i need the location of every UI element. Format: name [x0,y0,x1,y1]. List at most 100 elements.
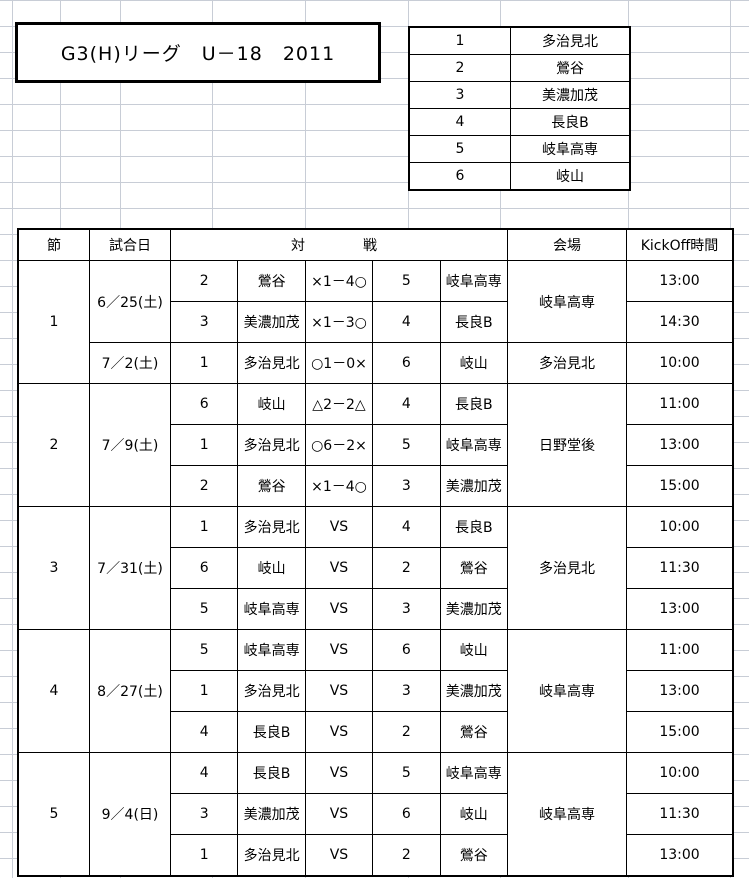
away-team-number: 3 [372,465,441,507]
away-team-number: 2 [372,834,441,877]
roster-number: 6 [408,162,511,191]
home-team-number: 1 [169,834,239,877]
roster-number: 2 [408,54,511,82]
match-score: VS [304,711,374,753]
match-score: ○1－0× [304,342,374,384]
home-team-name: 多治見北 [237,342,306,384]
schedule-header-row: 節 試合日 対 戦 会場 KickOff時間 [17,228,734,261]
match-score: VS [304,547,374,589]
kickoff-time: 13:00 [626,260,734,302]
roster-team-name: 長良B [510,108,631,136]
roster-team-name: 多治見北 [510,26,631,55]
away-team-number: 6 [372,793,441,835]
match-score: ×1－4○ [304,465,374,507]
venue-name: 多治見北 [507,506,627,630]
venue-name: 岐阜高専 [507,629,627,753]
home-team-number: 6 [169,383,239,425]
home-team-number: 4 [169,711,239,753]
team-roster-body: 1 多治見北 2 鶯谷 3 美濃加茂 4 長良B 5 岐阜高専 6 岐山 [408,26,631,191]
home-team-number: 3 [169,301,239,343]
schedule-row: 6 岐山 VS 2 鶯谷 11:30 [18,547,734,589]
home-team-number: 6 [169,547,239,589]
roster-row: 1 多治見北 [408,26,631,55]
home-team-number: 2 [169,260,239,302]
schedule-row: 4 長良B VS 2 鶯谷 15:00 [18,711,734,753]
match-score: VS [304,506,374,548]
away-team-number: 3 [372,588,441,630]
roster-row: 6 岐山 [408,162,631,191]
away-team-name: 長良B [439,301,509,343]
match-date: 7／31(土) [89,506,171,630]
kickoff-time: 15:00 [626,465,734,507]
kickoff-time: 11:30 [626,547,734,589]
kickoff-time: 13:00 [626,834,734,877]
kickoff-time: 11:00 [626,629,734,671]
home-team-number: 2 [169,465,239,507]
section-number: 4 [17,629,90,753]
schedule-row: 7／2(土) 1 多治見北 ○1－0× 6 岐山 多治見北 10:00 [18,342,734,384]
roster-number: 5 [408,135,511,163]
schedule-row: 3 美濃加茂 ×1－3○ 4 長良B 14:30 [18,301,734,343]
roster-row: 2 鶯谷 [408,54,631,82]
kickoff-time: 15:00 [626,711,734,753]
schedule-row: 3 7／31(土) 1 多治見北 VS 4 長良B 多治見北 10:00 [17,506,734,630]
match-score: VS [304,793,374,835]
section-number: 1 [17,260,90,384]
home-team-name: 多治見北 [237,506,306,548]
roster-team-name: 鶯谷 [510,54,631,82]
away-team-name: 岐阜高専 [439,260,509,302]
section-number: 2 [17,383,90,507]
grid-row-line-8 [0,208,749,209]
match-score: ×1－3○ [304,301,374,343]
header-matchup: 対 戦 [170,228,508,261]
schedule-row: 5 9／4(日) 4 長良B VS 5 岐阜高専 岐阜高専 10:00 [17,752,734,877]
away-team-name: 岐山 [439,629,509,671]
kickoff-time: 13:00 [626,424,734,466]
roster-number: 1 [408,26,511,55]
roster-team-name: 岐山 [510,162,631,191]
home-team-number: 1 [169,670,239,712]
away-team-name: 岐阜高専 [439,752,509,794]
schedule-row: 1 多治見北 VS 2 鶯谷 13:00 [18,834,734,877]
home-team-number: 4 [169,752,239,794]
away-team-name: 岐阜高専 [439,424,509,466]
away-team-name: 岐山 [439,793,509,835]
schedule-row: 3 美濃加茂 VS 6 岐山 11:30 [18,793,734,835]
home-team-number: 5 [169,629,239,671]
match-date: 7／9(土) [89,383,171,507]
home-team-number: 1 [169,506,239,548]
schedule-row: 2 鶯谷 ×1－4○ 3 美濃加茂 15:00 [18,465,734,507]
kickoff-time: 13:00 [626,588,734,630]
schedule-header: 節 試合日 対 戦 会場 KickOff時間 [17,228,734,261]
roster-row: 3 美濃加茂 [408,81,631,109]
home-team-number: 5 [169,588,239,630]
home-team-name: 岐阜高専 [237,629,306,671]
grid-column-line-0 [12,0,13,878]
schedule-row: 5 岐阜高専 VS 3 美濃加茂 13:00 [18,588,734,630]
match-date: 6／25(土) [89,260,171,343]
roster-number: 3 [408,81,511,109]
home-team-name: 岐山 [237,547,306,589]
match-score: VS [304,588,374,630]
kickoff-time: 11:30 [626,793,734,835]
match-score: ○6－2× [304,424,374,466]
venue-name: 日野堂後 [507,383,627,507]
away-team-number: 6 [372,342,441,384]
match-score: VS [304,629,374,671]
roster-number: 4 [408,108,511,136]
match-score: VS [304,670,374,712]
away-team-name: 長良B [439,506,509,548]
home-team-name: 岐阜高専 [237,588,306,630]
home-team-name: 多治見北 [237,670,306,712]
home-team-number: 3 [169,793,239,835]
home-team-name: 美濃加茂 [237,301,306,343]
grid-row-line-4 [0,104,749,105]
away-team-number: 2 [372,547,441,589]
match-score: △2－2△ [304,383,374,425]
schedule-row: 2 7／9(土) 6 岐山 △2－2△ 4 長良B 日野堂後 11:00 [17,383,734,507]
away-team-name: 岐山 [439,342,509,384]
section-number: 3 [17,506,90,630]
home-team-name: 長良B [237,711,306,753]
home-team-name: 鶯谷 [237,260,306,302]
away-team-number: 4 [372,383,441,425]
